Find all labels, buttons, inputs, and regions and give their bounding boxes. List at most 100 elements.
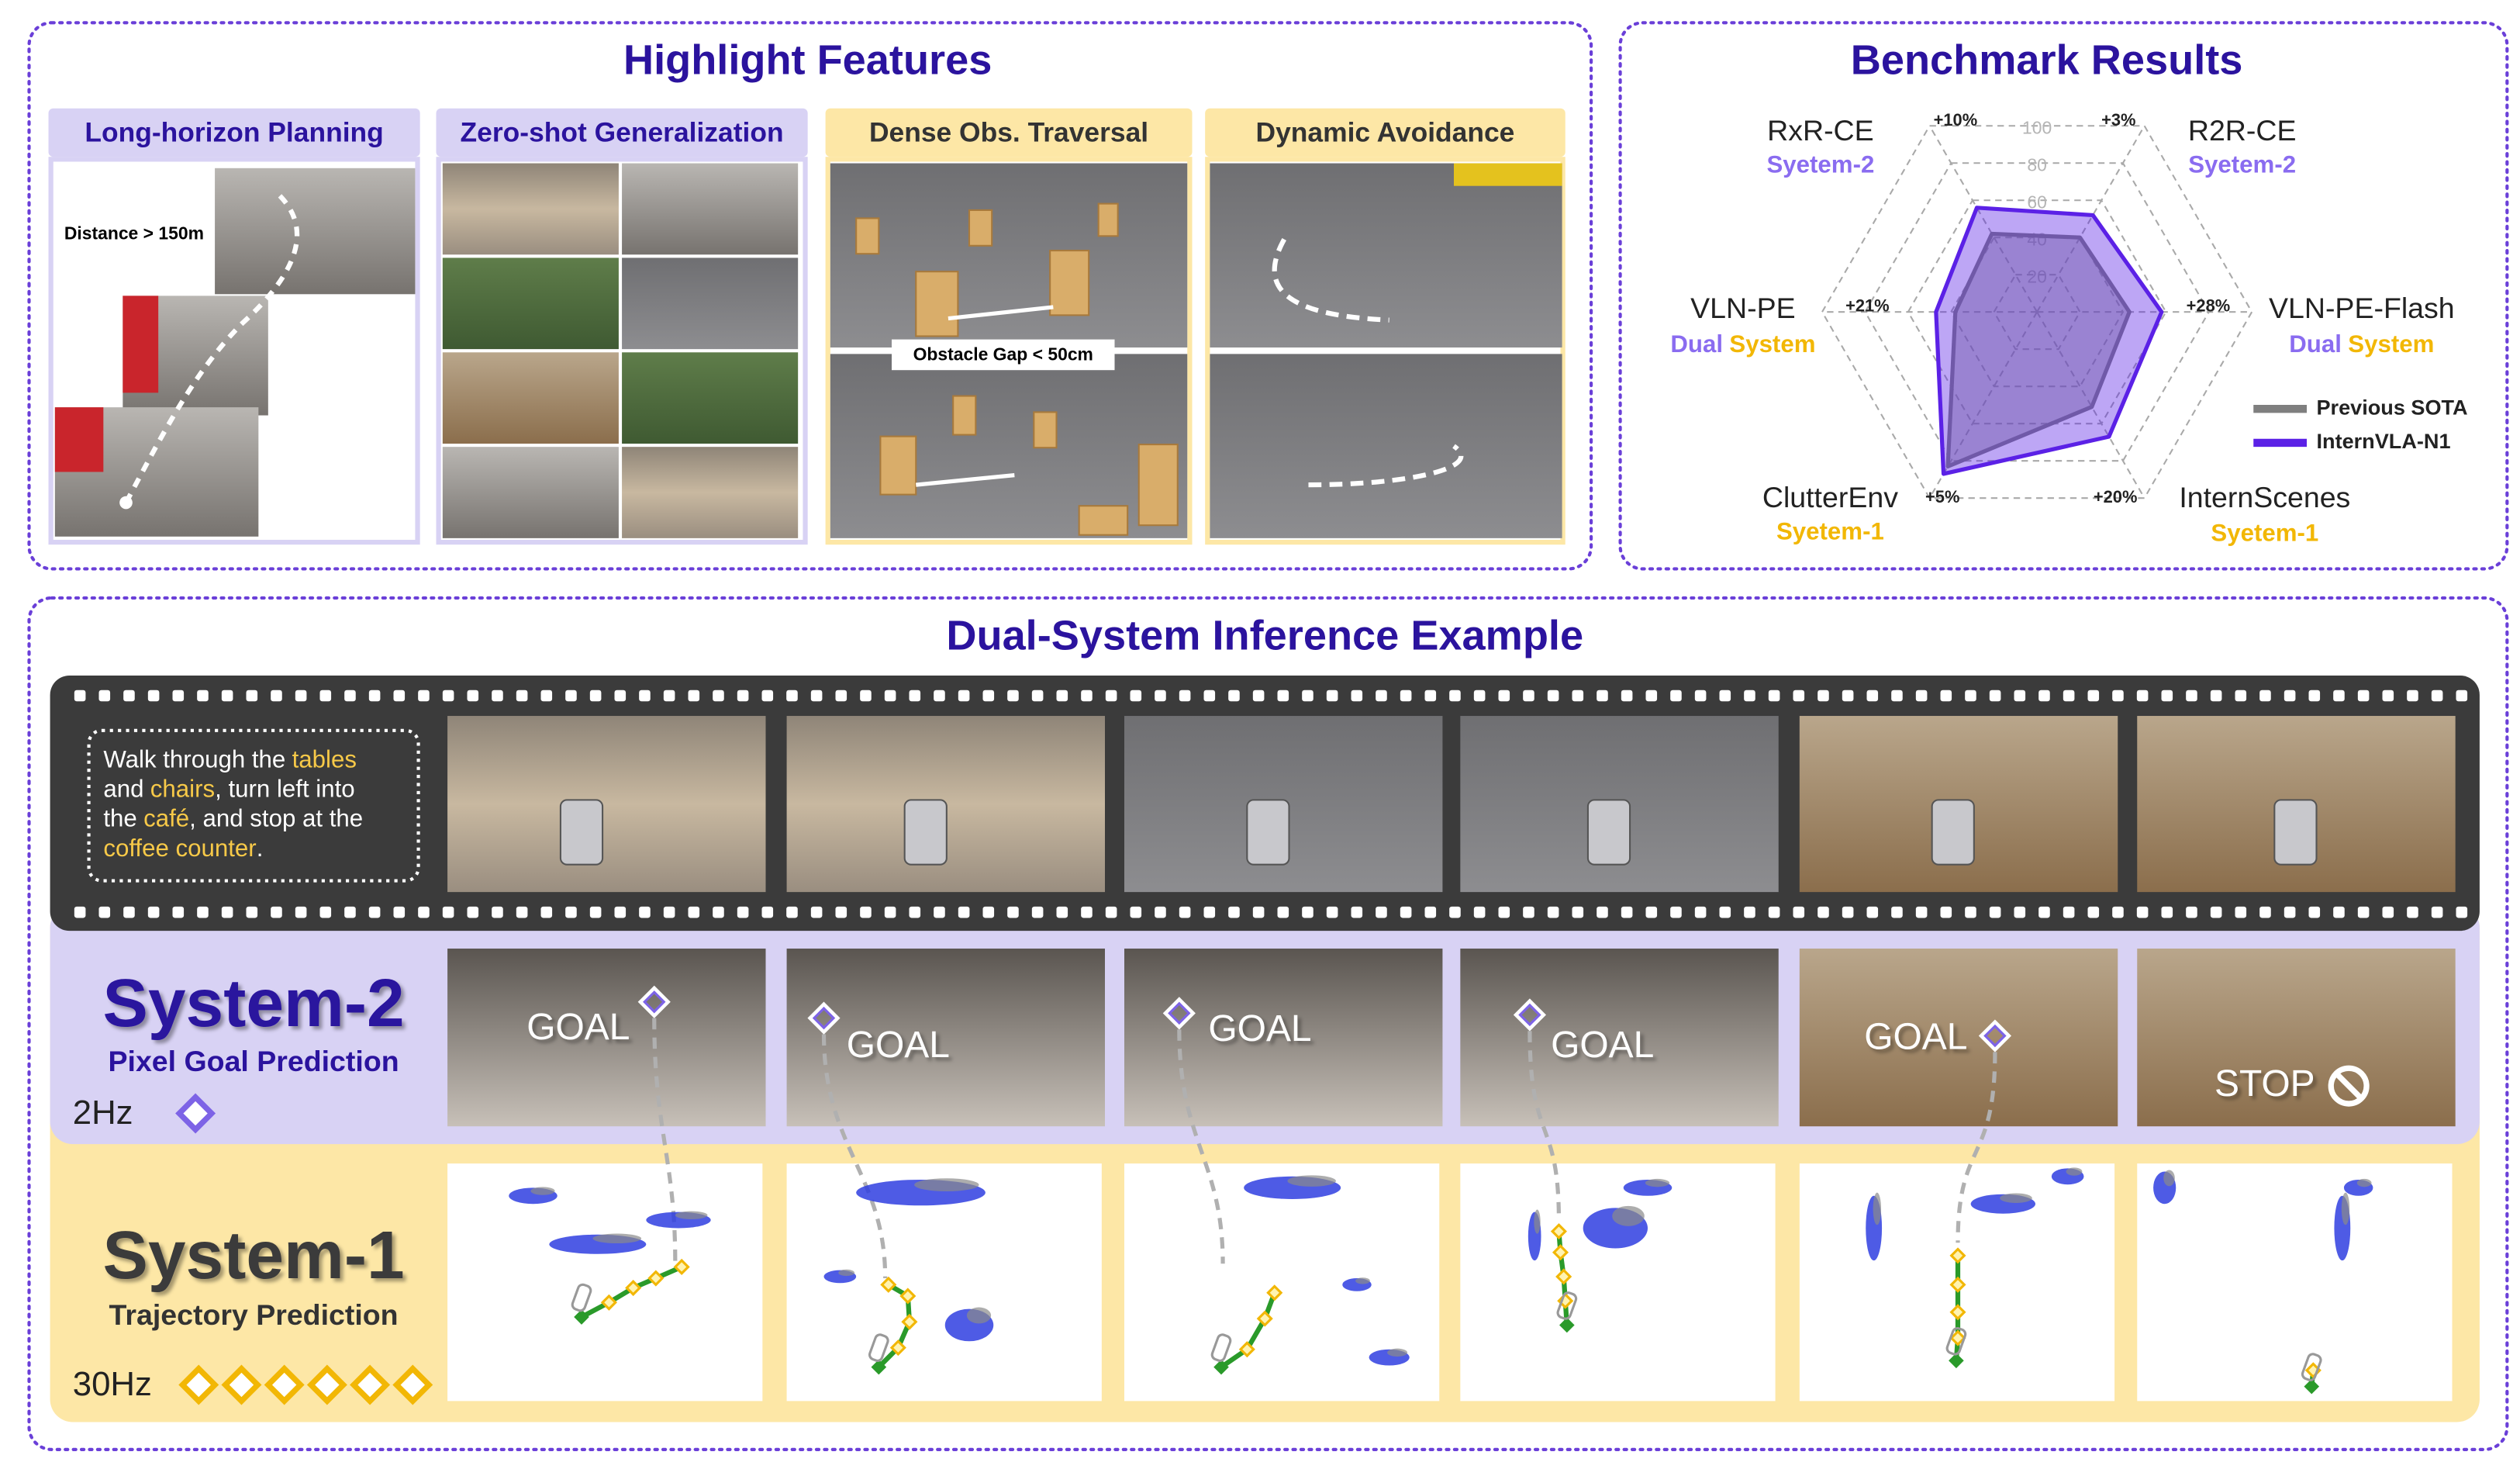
gain-label: +20% xyxy=(2094,487,2138,506)
sprocket xyxy=(1081,906,1093,918)
sprocket xyxy=(614,906,627,918)
sprocket xyxy=(1866,906,1879,918)
sprocket xyxy=(1645,906,1658,918)
sprocket xyxy=(1449,690,1461,702)
sprocket xyxy=(344,906,356,918)
point-cloud-shade xyxy=(2356,1178,2372,1187)
robot-footprint xyxy=(1945,1326,1967,1356)
sprocket xyxy=(221,906,233,918)
gain-label: +10% xyxy=(1934,110,1978,130)
sprocket xyxy=(2112,690,2124,702)
robot-footprint xyxy=(868,1333,889,1362)
sprocket xyxy=(1940,690,1952,702)
sprocket xyxy=(1694,690,1707,702)
sprocket xyxy=(1155,690,1166,702)
photo xyxy=(622,258,799,350)
photo xyxy=(1210,354,1562,538)
sprocket xyxy=(1621,690,1633,702)
instruction-highlight: café xyxy=(143,805,189,832)
goal-frame xyxy=(2137,949,2456,1127)
sprocket xyxy=(2407,690,2418,702)
sprocket xyxy=(614,690,627,702)
sprocket xyxy=(1449,906,1461,918)
sprocket xyxy=(1744,690,1755,702)
sprocket xyxy=(884,906,896,918)
sprocket xyxy=(1965,690,1976,702)
sprocket xyxy=(713,906,724,918)
diamond-icon xyxy=(1162,997,1196,1030)
sprocket xyxy=(319,906,332,918)
benchmark-panel xyxy=(1618,21,2509,571)
sprocket xyxy=(1473,690,1486,702)
sprocket xyxy=(344,690,356,702)
wood-block xyxy=(915,271,959,337)
trajectory-start xyxy=(1559,1317,1575,1333)
system-subtitle: Pixel Goal Prediction xyxy=(109,1045,399,1077)
sprocket xyxy=(2259,690,2271,702)
system-title: System-1 xyxy=(103,1217,405,1293)
sprocket xyxy=(516,690,528,702)
sprocket xyxy=(786,906,798,918)
sprocket xyxy=(810,906,823,918)
point-cloud-shade xyxy=(1612,1205,1645,1226)
point-cloud-shade xyxy=(2341,1192,2350,1225)
sprocket xyxy=(2357,690,2370,702)
system-word: Syetem-1 xyxy=(1776,518,1884,545)
instruction-line: coffee counter. xyxy=(103,835,263,862)
sprocket xyxy=(1768,906,1780,918)
sprocket xyxy=(2014,690,2026,702)
system-word: System xyxy=(1729,330,1815,358)
stop-icon xyxy=(2328,1065,2370,1107)
waypoint xyxy=(899,1288,917,1305)
ring-label: 40 xyxy=(2027,229,2046,249)
sprocket xyxy=(516,906,528,918)
sprocket xyxy=(1302,906,1314,918)
sprocket xyxy=(761,690,774,702)
sprocket xyxy=(1326,690,1338,702)
sprocket xyxy=(1056,690,1068,702)
waypoint xyxy=(673,1258,690,1276)
sprocket xyxy=(958,690,970,702)
sprocket xyxy=(172,690,185,702)
sprocket xyxy=(860,690,872,702)
sprocket xyxy=(1351,906,1363,918)
sprocket xyxy=(835,690,847,702)
sprocket xyxy=(737,906,749,918)
sprocket xyxy=(2333,906,2345,918)
spoke xyxy=(1928,311,2038,499)
sprocket xyxy=(1155,906,1166,918)
sprocket xyxy=(1842,690,1854,702)
sprocket xyxy=(1424,690,1437,702)
sprocket xyxy=(1203,690,1216,702)
sprocket xyxy=(2063,690,2075,702)
instruction-text: , and stop at the xyxy=(189,805,363,832)
sprocket xyxy=(295,690,307,702)
floor-stripe xyxy=(1454,163,1562,186)
sprocket xyxy=(1891,906,1903,918)
feature-header xyxy=(825,108,1193,157)
sprocket xyxy=(1793,690,1805,702)
sprocket xyxy=(2186,690,2197,702)
highlight-panel xyxy=(27,21,1593,571)
sprocket xyxy=(1523,906,1534,918)
sprocket xyxy=(147,690,160,702)
sprocket xyxy=(418,690,430,702)
photo xyxy=(622,352,799,444)
goal-frame xyxy=(1460,949,1779,1127)
system-subtitle: Trajectory Prediction xyxy=(109,1298,399,1331)
feature-label: Long-horizon Planning xyxy=(85,116,383,147)
sprocket xyxy=(786,690,798,702)
system-title: System-2 xyxy=(103,965,405,1041)
waypoint xyxy=(1555,1268,1572,1285)
point-cloud-shade xyxy=(838,1269,855,1277)
wood-block xyxy=(1033,411,1058,449)
sprocket xyxy=(761,906,774,918)
robot xyxy=(2273,799,2318,866)
wood-block xyxy=(879,435,917,496)
inference-panel xyxy=(27,596,2509,1451)
sprocket xyxy=(123,690,135,702)
annotation-box xyxy=(892,339,1115,371)
sprocket xyxy=(74,906,86,918)
sprocket xyxy=(271,690,282,702)
sprocket xyxy=(1866,690,1879,702)
